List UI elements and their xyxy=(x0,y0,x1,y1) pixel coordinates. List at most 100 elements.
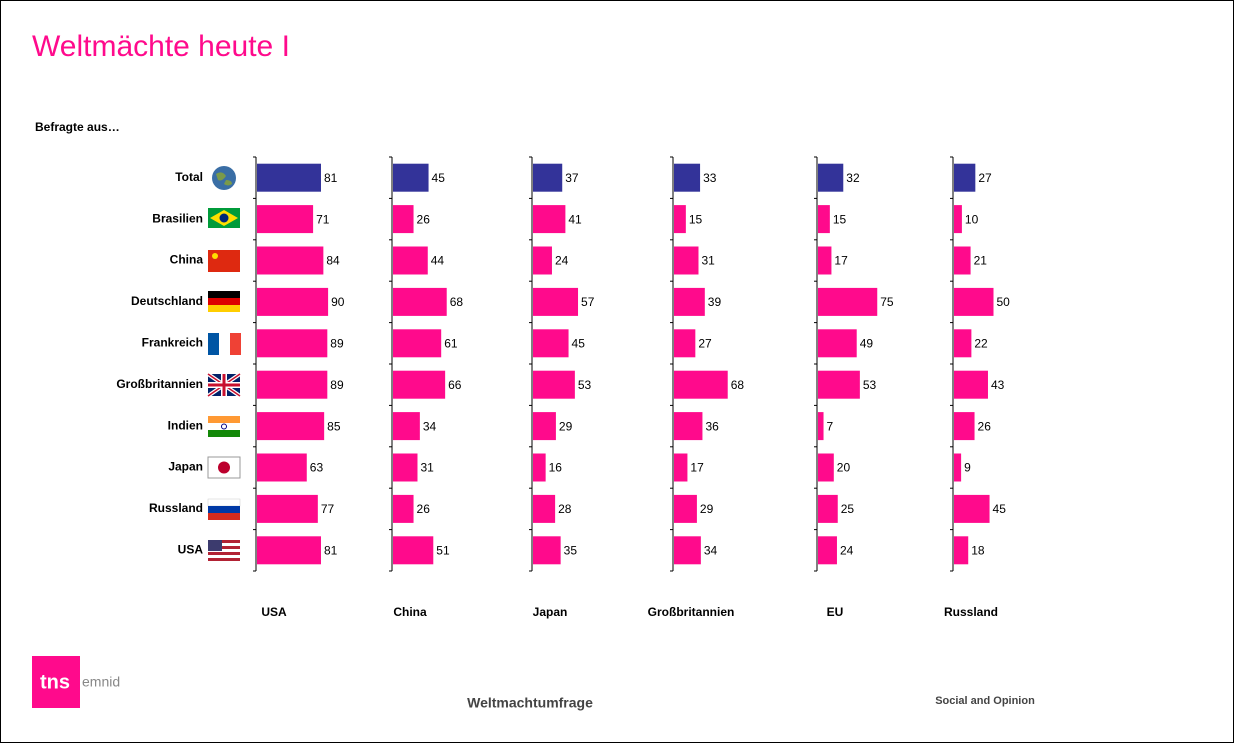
value-label: 22 xyxy=(974,336,988,350)
bar xyxy=(533,205,566,234)
bar xyxy=(674,246,699,275)
value-label: 57 xyxy=(581,295,595,309)
bar xyxy=(674,287,705,316)
bar xyxy=(393,370,446,399)
flag-globe xyxy=(212,166,236,190)
bar xyxy=(533,163,563,192)
value-label: 89 xyxy=(330,378,344,392)
value-label: 25 xyxy=(841,502,855,516)
bar xyxy=(954,163,976,192)
logo-mark: tns xyxy=(40,671,70,693)
value-label: 51 xyxy=(436,543,450,557)
bar xyxy=(674,453,688,482)
bar xyxy=(818,205,830,234)
bar xyxy=(393,205,414,234)
value-label: 20 xyxy=(837,461,851,475)
bar xyxy=(818,329,857,358)
value-label: 26 xyxy=(417,502,431,516)
value-label: 63 xyxy=(310,461,324,475)
bar xyxy=(674,329,696,358)
value-label: 53 xyxy=(863,378,877,392)
value-label: 53 xyxy=(578,378,592,392)
flag-uk xyxy=(206,372,242,398)
bar xyxy=(533,494,556,523)
bar xyxy=(954,329,972,358)
bar xyxy=(818,163,844,192)
logo-square xyxy=(32,656,80,708)
value-label: 89 xyxy=(330,336,344,350)
bar xyxy=(393,412,420,441)
value-label: 17 xyxy=(834,254,848,268)
value-label: 31 xyxy=(420,461,434,475)
bar xyxy=(954,536,969,565)
bar xyxy=(674,163,701,192)
value-label: 85 xyxy=(327,419,341,433)
value-label: 34 xyxy=(704,543,718,557)
bar xyxy=(533,453,546,482)
value-label: 15 xyxy=(689,212,703,226)
category-label: Japan xyxy=(168,460,203,474)
flag-france xyxy=(208,333,241,355)
value-label: 45 xyxy=(572,336,586,350)
bar xyxy=(818,412,824,441)
value-label: 35 xyxy=(564,543,578,557)
bar xyxy=(818,536,837,565)
bar xyxy=(674,494,697,523)
bar xyxy=(818,246,832,275)
flag-russia xyxy=(207,498,241,520)
bar xyxy=(818,287,878,316)
value-label: 68 xyxy=(450,295,464,309)
value-label: 28 xyxy=(558,502,572,516)
bar xyxy=(954,370,988,399)
value-label: 10 xyxy=(965,212,979,226)
value-label: 18 xyxy=(971,543,985,557)
bar xyxy=(818,494,838,523)
bar xyxy=(954,412,975,441)
value-label: 16 xyxy=(549,461,563,475)
category-label: Deutschland xyxy=(131,294,203,308)
bar xyxy=(257,370,328,399)
value-label: 71 xyxy=(316,212,330,226)
value-label: 66 xyxy=(448,378,462,392)
flags xyxy=(206,166,242,561)
category-label: Indien xyxy=(168,418,203,432)
value-label: 90 xyxy=(331,295,345,309)
flag-usa xyxy=(208,540,240,561)
bar xyxy=(674,370,728,399)
bar xyxy=(393,287,447,316)
bar xyxy=(533,536,561,565)
value-label: 84 xyxy=(326,254,340,268)
logo-name: emnid xyxy=(82,674,120,690)
bar xyxy=(674,536,701,565)
value-label: 44 xyxy=(431,254,445,268)
value-label: 24 xyxy=(555,254,569,268)
value-label: 15 xyxy=(833,212,847,226)
value-label: 43 xyxy=(991,378,1005,392)
value-label: 29 xyxy=(700,502,714,516)
value-label: 27 xyxy=(978,171,992,185)
category-label: Frankreich xyxy=(142,335,203,349)
value-label: 50 xyxy=(997,295,1011,309)
value-label: 7 xyxy=(827,419,834,433)
category-label: China xyxy=(170,253,204,267)
value-label: 9 xyxy=(964,461,971,475)
category-label: Brasilien xyxy=(152,211,203,225)
category-label: Großbritannien xyxy=(116,377,203,391)
panel-label: USA xyxy=(261,605,287,619)
value-label: 61 xyxy=(444,336,458,350)
value-label: 34 xyxy=(423,419,437,433)
value-label: 33 xyxy=(703,171,717,185)
value-label: 26 xyxy=(417,212,431,226)
value-label: 21 xyxy=(974,254,988,268)
value-label: 77 xyxy=(321,502,335,516)
bar xyxy=(818,453,834,482)
value-label: 49 xyxy=(860,336,874,350)
bar xyxy=(257,412,325,441)
bar xyxy=(393,246,428,275)
value-label: 24 xyxy=(840,543,854,557)
value-label: 45 xyxy=(993,502,1007,516)
value-label: 27 xyxy=(698,336,712,350)
value-label: 81 xyxy=(324,543,338,557)
panel-label: EU xyxy=(827,605,844,619)
